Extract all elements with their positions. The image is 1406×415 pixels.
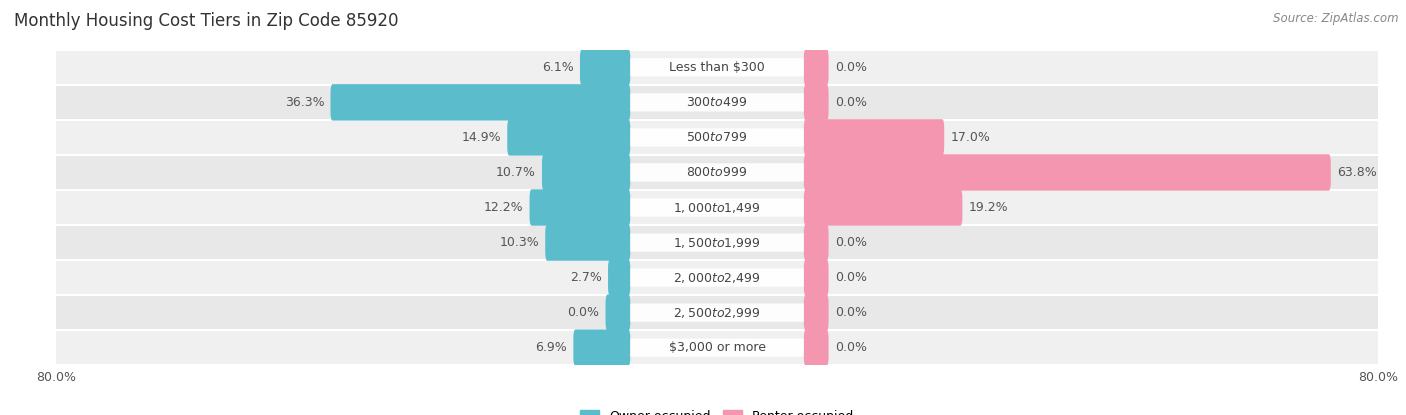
- Text: $1,500 to $1,999: $1,500 to $1,999: [673, 236, 761, 249]
- FancyBboxPatch shape: [804, 225, 828, 261]
- Bar: [56, 330, 1378, 365]
- FancyBboxPatch shape: [574, 330, 630, 366]
- FancyBboxPatch shape: [630, 198, 804, 217]
- Text: 63.8%: 63.8%: [1337, 166, 1376, 179]
- Text: 6.9%: 6.9%: [536, 341, 567, 354]
- FancyBboxPatch shape: [630, 93, 804, 112]
- FancyBboxPatch shape: [804, 119, 945, 156]
- FancyBboxPatch shape: [606, 294, 630, 331]
- FancyBboxPatch shape: [804, 49, 828, 85]
- FancyBboxPatch shape: [607, 259, 630, 296]
- FancyBboxPatch shape: [630, 128, 804, 146]
- Text: 14.9%: 14.9%: [461, 131, 501, 144]
- Text: 0.0%: 0.0%: [835, 341, 866, 354]
- Text: $300 to $499: $300 to $499: [686, 96, 748, 109]
- Bar: [56, 85, 1378, 120]
- Text: Less than $300: Less than $300: [669, 61, 765, 74]
- Text: 12.2%: 12.2%: [484, 201, 523, 214]
- FancyBboxPatch shape: [330, 84, 630, 121]
- FancyBboxPatch shape: [630, 269, 804, 287]
- Text: 6.1%: 6.1%: [541, 61, 574, 74]
- Text: Monthly Housing Cost Tiers in Zip Code 85920: Monthly Housing Cost Tiers in Zip Code 8…: [14, 12, 398, 30]
- Text: 10.7%: 10.7%: [496, 166, 536, 179]
- FancyBboxPatch shape: [630, 303, 804, 322]
- FancyBboxPatch shape: [804, 84, 828, 121]
- Text: 0.0%: 0.0%: [835, 236, 866, 249]
- Text: $2,500 to $2,999: $2,500 to $2,999: [673, 305, 761, 320]
- FancyBboxPatch shape: [630, 164, 804, 182]
- Text: 0.0%: 0.0%: [568, 306, 599, 319]
- FancyBboxPatch shape: [804, 259, 828, 296]
- Text: 36.3%: 36.3%: [284, 96, 325, 109]
- Legend: Owner-occupied, Renter-occupied: Owner-occupied, Renter-occupied: [575, 405, 859, 415]
- Text: $1,000 to $1,499: $1,000 to $1,499: [673, 200, 761, 215]
- Text: 17.0%: 17.0%: [950, 131, 990, 144]
- Bar: [56, 190, 1378, 225]
- Text: $2,000 to $2,499: $2,000 to $2,499: [673, 271, 761, 285]
- FancyBboxPatch shape: [804, 154, 1331, 190]
- Bar: [56, 120, 1378, 155]
- Text: 0.0%: 0.0%: [835, 96, 866, 109]
- FancyBboxPatch shape: [804, 294, 828, 331]
- FancyBboxPatch shape: [508, 119, 630, 156]
- Text: 19.2%: 19.2%: [969, 201, 1008, 214]
- Bar: [56, 260, 1378, 295]
- FancyBboxPatch shape: [579, 49, 630, 85]
- Text: $800 to $999: $800 to $999: [686, 166, 748, 179]
- FancyBboxPatch shape: [630, 339, 804, 357]
- Text: 0.0%: 0.0%: [835, 61, 866, 74]
- FancyBboxPatch shape: [804, 189, 962, 226]
- Text: 0.0%: 0.0%: [835, 306, 866, 319]
- Text: 10.3%: 10.3%: [499, 236, 538, 249]
- FancyBboxPatch shape: [546, 225, 630, 261]
- FancyBboxPatch shape: [541, 154, 630, 190]
- Text: $500 to $799: $500 to $799: [686, 131, 748, 144]
- FancyBboxPatch shape: [630, 233, 804, 251]
- FancyBboxPatch shape: [630, 58, 804, 76]
- Bar: [56, 50, 1378, 85]
- Bar: [56, 155, 1378, 190]
- Text: Source: ZipAtlas.com: Source: ZipAtlas.com: [1274, 12, 1399, 25]
- Text: $3,000 or more: $3,000 or more: [669, 341, 765, 354]
- Bar: [56, 295, 1378, 330]
- Text: 0.0%: 0.0%: [835, 271, 866, 284]
- Bar: [56, 225, 1378, 260]
- FancyBboxPatch shape: [530, 189, 630, 226]
- Text: 2.7%: 2.7%: [569, 271, 602, 284]
- FancyBboxPatch shape: [804, 330, 828, 366]
